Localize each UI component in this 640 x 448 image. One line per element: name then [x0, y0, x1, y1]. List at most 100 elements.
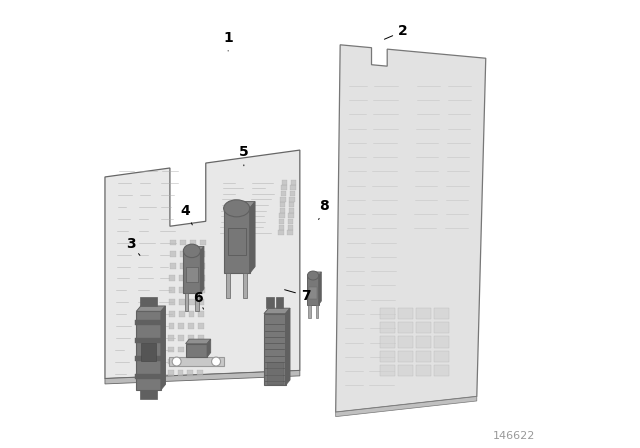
Bar: [380, 322, 396, 333]
Bar: [398, 308, 413, 319]
Bar: [189, 251, 195, 257]
Bar: [170, 240, 176, 246]
Bar: [380, 336, 396, 348]
Bar: [199, 287, 205, 293]
Polygon shape: [319, 272, 321, 305]
Bar: [282, 180, 287, 185]
Bar: [189, 263, 195, 269]
Bar: [280, 208, 285, 213]
Bar: [380, 365, 396, 376]
Ellipse shape: [224, 200, 250, 217]
Bar: [435, 322, 449, 333]
Polygon shape: [207, 339, 211, 357]
Bar: [289, 208, 294, 213]
Bar: [188, 335, 194, 340]
Bar: [279, 214, 285, 218]
Polygon shape: [264, 308, 290, 314]
Bar: [188, 370, 193, 376]
Bar: [179, 299, 185, 305]
Polygon shape: [105, 370, 300, 384]
Bar: [289, 202, 294, 207]
Bar: [180, 251, 186, 257]
Polygon shape: [161, 306, 165, 390]
Bar: [170, 275, 175, 281]
Bar: [291, 180, 296, 185]
Bar: [136, 311, 161, 390]
Bar: [287, 230, 292, 235]
Bar: [243, 273, 248, 298]
Bar: [200, 240, 205, 246]
Bar: [266, 297, 274, 308]
Polygon shape: [223, 202, 255, 208]
Bar: [179, 323, 184, 329]
Bar: [198, 347, 204, 353]
Bar: [198, 335, 204, 340]
Bar: [398, 351, 413, 362]
Text: 3: 3: [126, 237, 140, 255]
Bar: [380, 308, 396, 319]
Bar: [170, 251, 176, 257]
Bar: [135, 320, 163, 325]
Bar: [309, 287, 317, 299]
Bar: [289, 197, 295, 202]
Bar: [307, 276, 319, 305]
Bar: [186, 267, 198, 282]
Bar: [288, 219, 293, 224]
Bar: [278, 224, 284, 229]
Polygon shape: [335, 45, 486, 412]
Bar: [228, 228, 246, 255]
Bar: [135, 374, 163, 379]
Bar: [179, 335, 184, 340]
Bar: [290, 185, 296, 190]
Bar: [435, 336, 449, 348]
Bar: [223, 208, 250, 273]
Bar: [280, 197, 286, 202]
Bar: [189, 275, 195, 281]
Bar: [199, 263, 205, 269]
Bar: [188, 358, 193, 364]
Bar: [226, 273, 230, 298]
Text: 2: 2: [385, 24, 408, 39]
Bar: [316, 305, 317, 318]
Circle shape: [172, 357, 181, 366]
Bar: [288, 214, 294, 218]
Bar: [198, 323, 204, 329]
Bar: [189, 311, 195, 317]
Bar: [416, 322, 431, 333]
Text: 146622: 146622: [493, 431, 535, 441]
Text: 7: 7: [285, 289, 310, 303]
Bar: [435, 308, 449, 319]
Bar: [168, 335, 174, 340]
Text: 4: 4: [180, 203, 192, 225]
Bar: [195, 293, 198, 311]
Bar: [135, 338, 163, 343]
Circle shape: [212, 357, 221, 366]
Polygon shape: [200, 246, 204, 293]
Bar: [380, 351, 396, 362]
Polygon shape: [250, 202, 255, 273]
Bar: [179, 311, 184, 317]
Polygon shape: [105, 150, 300, 379]
Bar: [140, 297, 157, 306]
Text: 6: 6: [193, 291, 204, 309]
Bar: [183, 251, 200, 293]
Bar: [140, 390, 157, 399]
Bar: [199, 275, 205, 281]
Bar: [280, 202, 285, 207]
Bar: [435, 351, 449, 362]
Bar: [267, 362, 283, 384]
Bar: [178, 358, 184, 364]
Bar: [200, 251, 205, 257]
Bar: [168, 370, 173, 376]
Bar: [197, 370, 203, 376]
Bar: [185, 293, 188, 311]
Bar: [179, 287, 185, 293]
Bar: [287, 224, 293, 229]
Bar: [186, 344, 207, 357]
Polygon shape: [307, 272, 321, 276]
Polygon shape: [285, 308, 290, 385]
Bar: [170, 263, 175, 269]
Bar: [141, 343, 156, 361]
Polygon shape: [335, 396, 477, 417]
Bar: [435, 365, 449, 376]
